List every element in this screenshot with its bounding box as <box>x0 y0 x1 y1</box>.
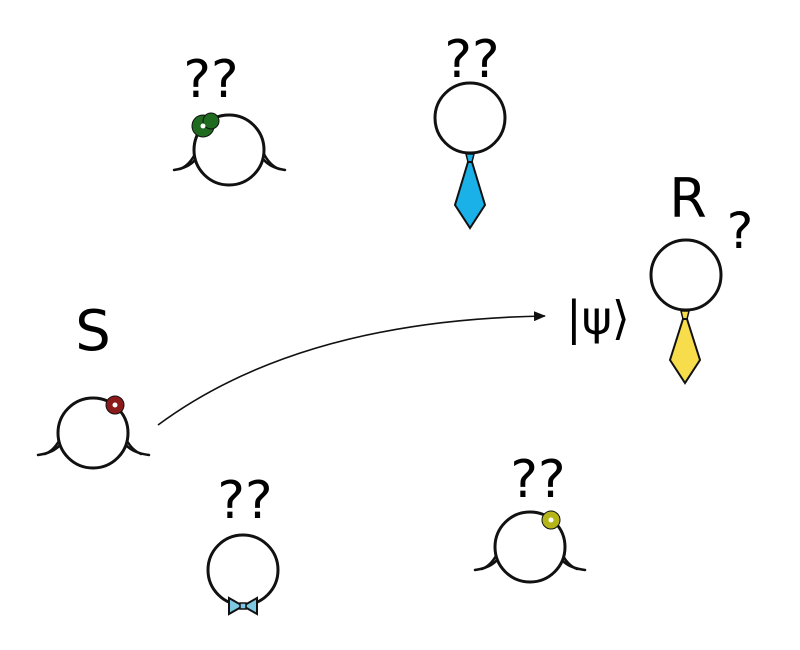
person-bottom-left: ?? <box>206 471 280 616</box>
tie-icon <box>668 310 702 385</box>
flower-icon <box>191 112 220 138</box>
flower-icon <box>105 395 125 415</box>
unknown-label-bottom-left: ?? <box>217 471 272 531</box>
person-receiver: R ? <box>649 167 754 385</box>
quantum-state-label: |ψ⟩ <box>566 291 630 346</box>
transmission-arrow <box>157 311 546 426</box>
unknown-label-top-center: ?? <box>444 30 499 90</box>
flower-icon <box>541 510 561 530</box>
receiver-question-mark: ? <box>727 202 754 260</box>
unknown-label-top-left: ?? <box>183 50 238 110</box>
person-top-left: ?? <box>172 50 287 187</box>
person-top-center: ?? <box>433 30 507 230</box>
tie-icon <box>453 153 487 230</box>
bowtie-icon <box>228 596 258 616</box>
unknown-label-bottom-right: ?? <box>510 450 565 510</box>
person-bottom-right: ?? <box>473 450 587 584</box>
person-sender: S <box>36 299 151 470</box>
sender-label: S <box>75 299 111 364</box>
receiver-label: R <box>669 167 707 230</box>
